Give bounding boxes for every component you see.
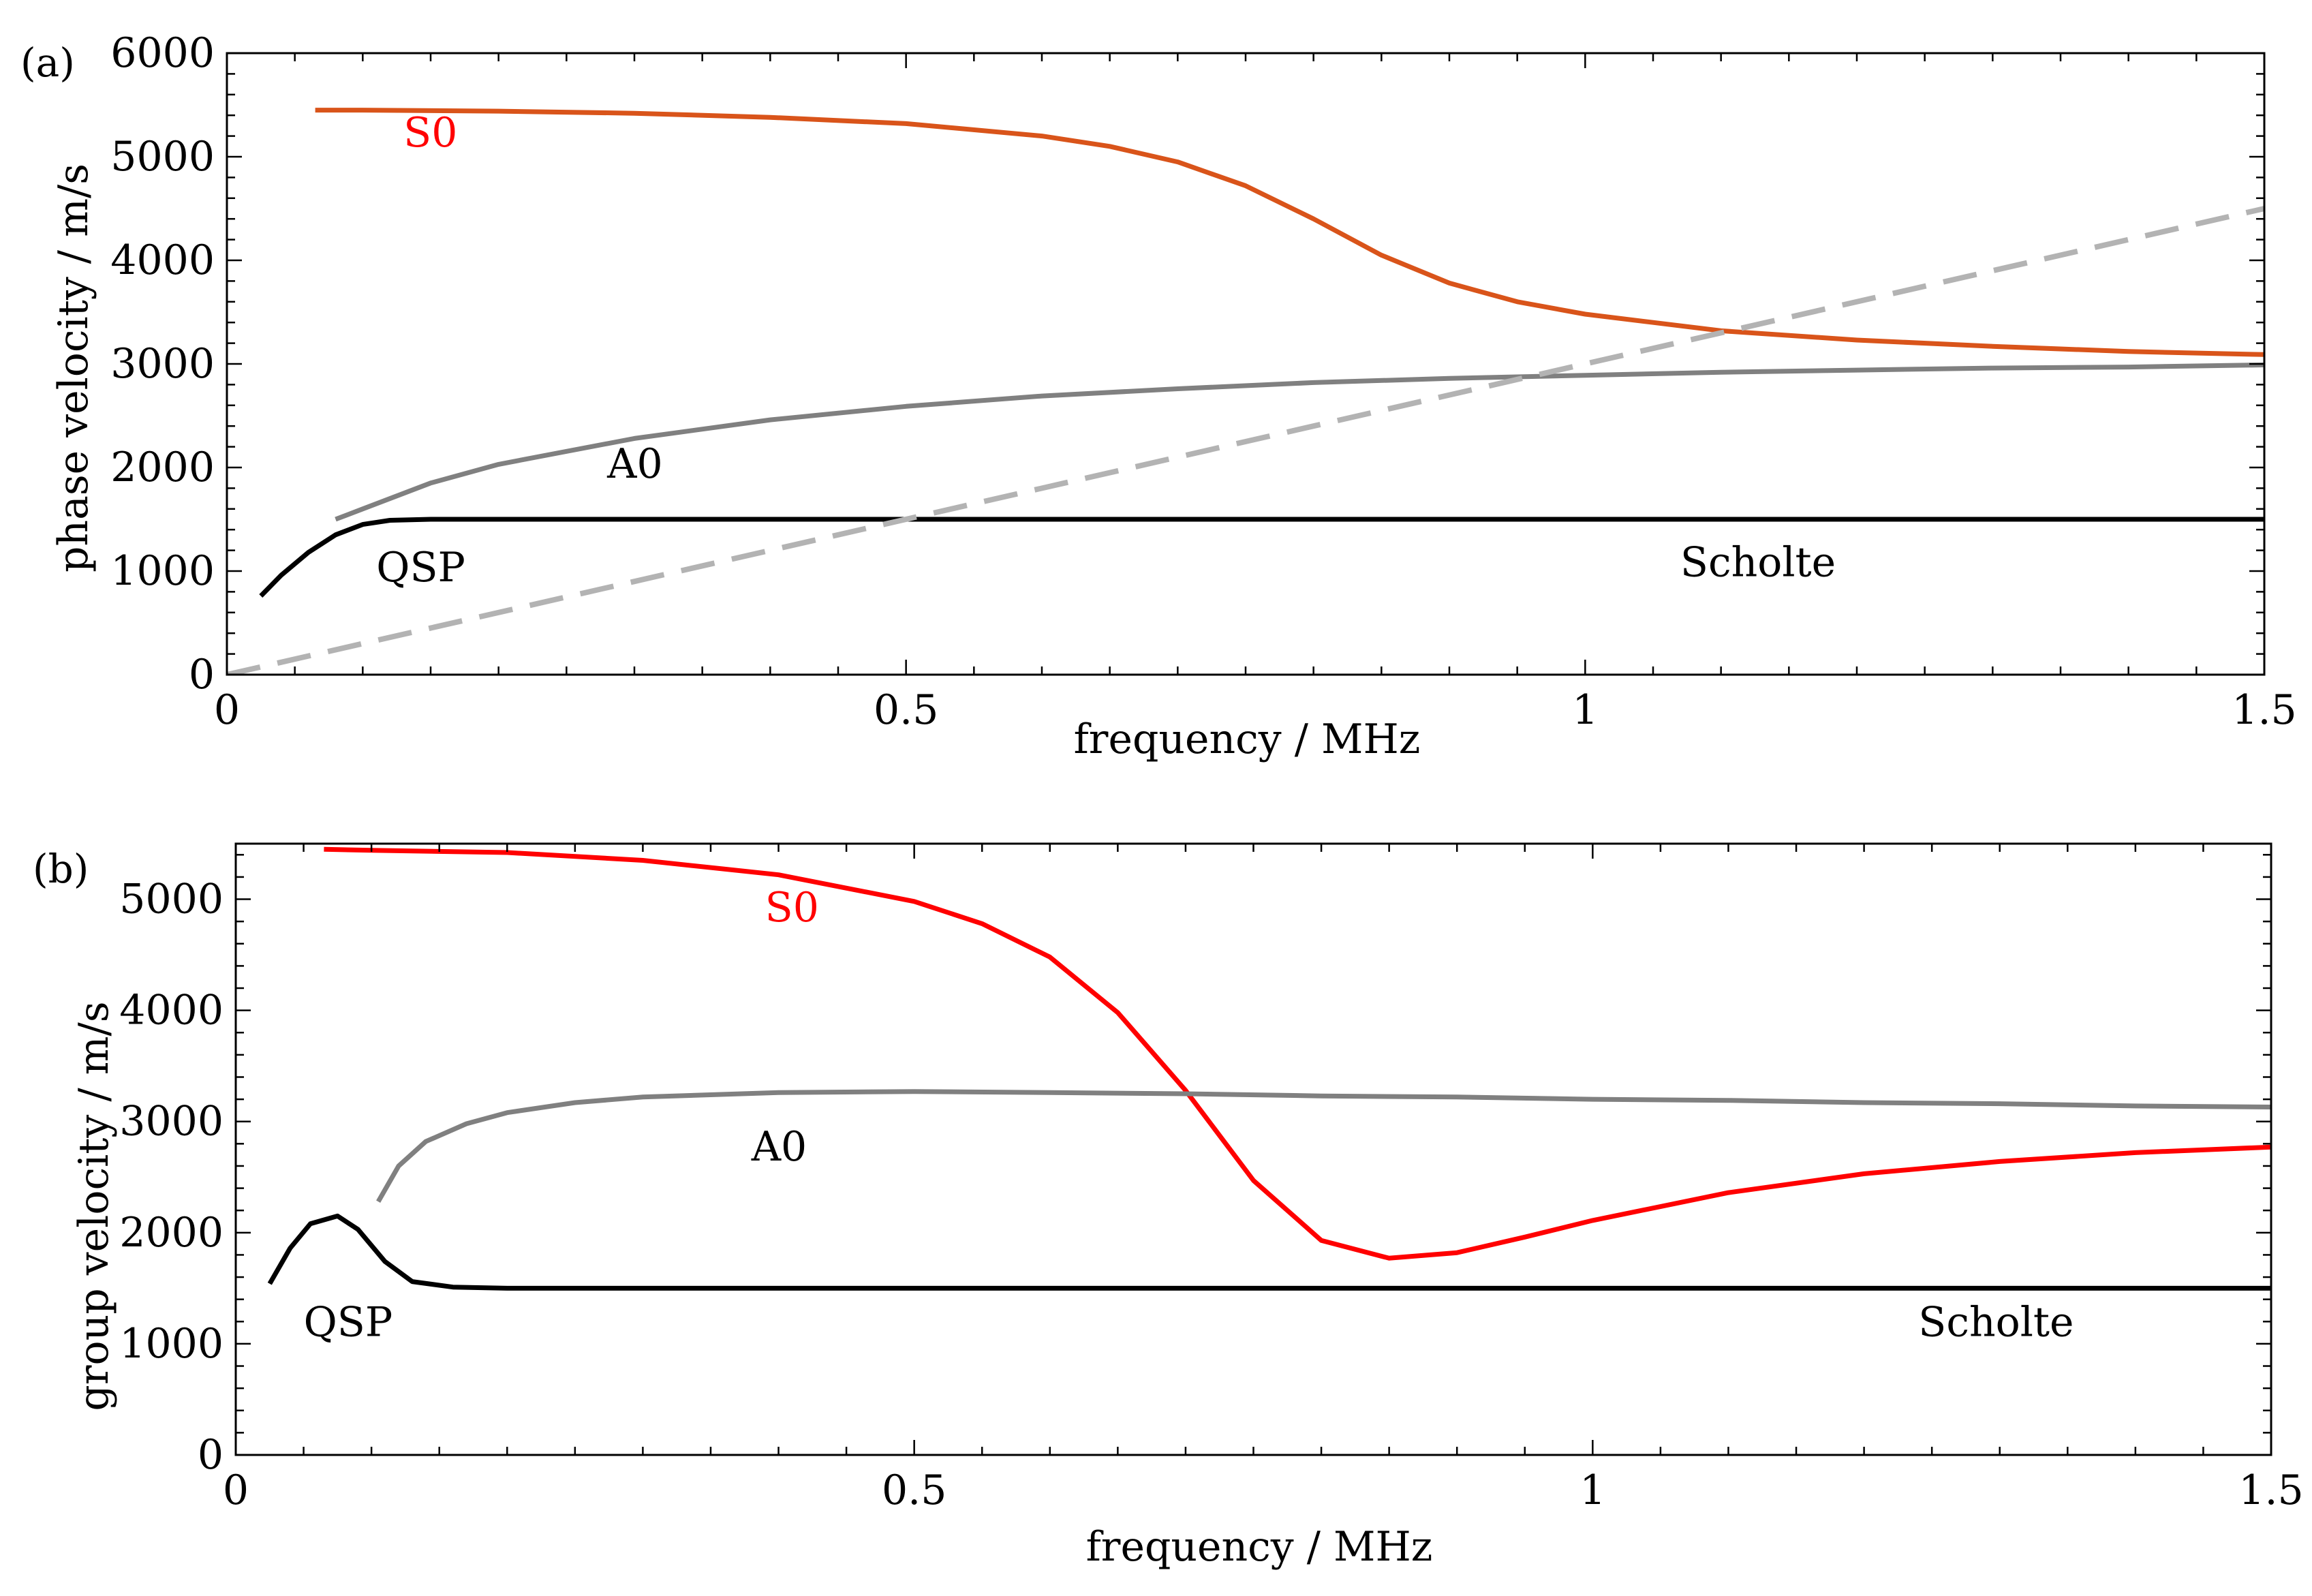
panel-b-y-tick-label: 0 (198, 1431, 224, 1479)
panel-b-x-tick-label: 1 (1579, 1467, 1605, 1514)
panel-a-ticks (226, 52, 2266, 676)
panel-a-annotations: S0 A0 QSP Scholte (376, 109, 1836, 592)
panel-a-y-tick-label: 2000 (110, 444, 215, 491)
panel-a-x-tick-label: 1 (1572, 686, 1598, 734)
panel-b-y-tick-labels: 0 1000 2000 3000 4000 5000 (119, 876, 224, 1479)
panel-b-series-s0 (324, 846, 2271, 1261)
panel-b-x-tick-label: 0 (223, 1467, 249, 1514)
panel-a-x-tick-label: 0 (214, 686, 240, 734)
panel-a-x-tick-label: 0.5 (874, 686, 938, 734)
panel-a-x-tick-labels: 0 0.5 1 1.5 (214, 686, 2297, 734)
panel-a-series-qsp-scholte (259, 517, 2264, 598)
panel-a-series-a0 (335, 363, 2264, 522)
panel-b: (b) frequency / MHz group velocity / m/s… (33, 842, 2304, 1571)
panel-b-y-tick-label: 3000 (119, 1098, 224, 1146)
panel-a-series-s0 (315, 108, 2264, 357)
panel-b-axes-frame (234, 842, 2272, 1456)
panel-a-y-tick-label: 3000 (110, 340, 215, 388)
panel-a-label-scholte: Scholte (1680, 539, 1836, 587)
panel-b-label-scholte: Scholte (1918, 1298, 2074, 1346)
panel-b-ticks (234, 844, 2272, 1456)
panel-b-x-axis-label: frequency / MHz (1086, 1523, 1433, 1571)
panel-a-y-tick-label: 1000 (110, 547, 215, 595)
panel-b-x-tick-label: 0.5 (882, 1467, 946, 1514)
panel-a-y-tick-labels: 0 1000 2000 3000 4000 5000 6000 (110, 29, 215, 699)
panel-b-label-a0: A0 (751, 1123, 807, 1171)
panel-b-label-s0: S0 (765, 884, 819, 932)
panel-a-x-tick-label: 1.5 (2232, 686, 2296, 734)
panel-a-series-reference-line (227, 206, 2264, 675)
panel-b-label: (b) (33, 846, 89, 892)
panel-b-y-tick-label: 2000 (119, 1209, 224, 1257)
panel-a-y-tick-label: 6000 (110, 29, 215, 77)
panel-a-label-s0: S0 (403, 109, 457, 157)
panel-a-axes-frame (226, 52, 2266, 676)
panel-b-x-tick-labels: 0 0.5 1 1.5 (223, 1467, 2304, 1514)
panel-a-y-tick-label: 0 (189, 651, 215, 699)
panel-b-y-tick-label: 1000 (119, 1320, 224, 1368)
panel-a-label: (a) (20, 40, 75, 86)
panel-a-y-tick-label: 4000 (110, 236, 215, 284)
panel-b-series-a0 (376, 1089, 2271, 1203)
panel-b-x-tick-label: 1.5 (2238, 1467, 2303, 1514)
panel-b-label-qsp: QSP (304, 1298, 393, 1346)
panel-a-label-a0: A0 (606, 440, 663, 488)
panel-b-y-tick-label: 4000 (119, 987, 224, 1034)
panel-b-annotations: S0 A0 QSP Scholte (304, 884, 2074, 1346)
panel-b-series (267, 846, 2271, 1291)
panel-b-y-axis-label: group velocity / m/s (70, 1001, 118, 1411)
panel-a-series (227, 108, 2264, 675)
panel-a-label-qsp: QSP (376, 544, 465, 592)
panel-a: (a) frequency / MHz phase velocity / m/s… (20, 29, 2297, 763)
panel-b-y-tick-label: 5000 (119, 876, 224, 923)
panel-a-y-axis-label: phase velocity / m/s (50, 164, 97, 572)
panel-a-x-axis-label: frequency / MHz (1074, 716, 1421, 763)
panel-a-y-tick-label: 5000 (110, 133, 215, 181)
panel-b-series-qsp-scholte (267, 1213, 2271, 1291)
